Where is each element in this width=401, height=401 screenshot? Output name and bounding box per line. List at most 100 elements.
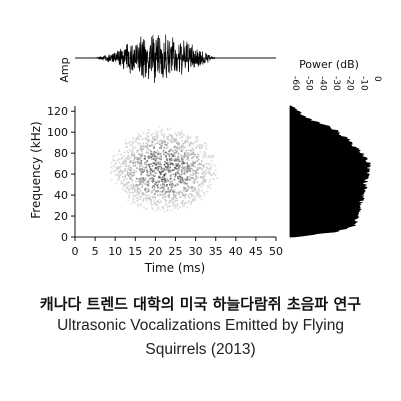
spectrogram-cell <box>193 155 196 158</box>
spectrogram-cell <box>187 201 190 204</box>
spectrogram-cell <box>141 168 143 170</box>
spectrogram-cell <box>116 167 119 169</box>
spectrogram-cell <box>169 166 171 169</box>
spectrogram-cell <box>177 172 179 174</box>
spectrogram-cell <box>163 147 166 149</box>
spectrogram-cell <box>191 186 194 188</box>
spectrogram-cell <box>161 178 164 181</box>
spectrogram-cell <box>139 166 141 168</box>
spectrogram-cell <box>153 145 155 148</box>
spectrogram-cell <box>135 161 137 163</box>
spectrogram-cell <box>155 182 157 185</box>
time-axis-ticks: 0 5 10 15 20 25 30 35 40 45 50 <box>72 237 283 258</box>
spectrogram-cell <box>111 170 114 172</box>
spectrogram-cell <box>186 168 188 170</box>
spectrogram-cell <box>185 182 188 185</box>
spectrogram-cell <box>124 159 127 161</box>
spectrogram-cell <box>183 186 185 189</box>
spectrogram-cell <box>115 162 118 164</box>
spectrogram-cell <box>140 177 142 179</box>
spectrogram-cell <box>130 202 132 205</box>
spectrogram-cell <box>149 190 151 192</box>
spectrogram-cell <box>170 198 173 201</box>
spectrogram-cell <box>168 205 170 207</box>
spectrogram-cell <box>140 180 143 182</box>
spectrogram-cell <box>167 165 169 167</box>
spectrogram-cell <box>201 172 203 174</box>
spectrogram-cell <box>154 143 156 145</box>
spectrogram-cell <box>201 184 204 186</box>
spectrogram-cell <box>172 202 174 204</box>
spectrogram-cell <box>190 186 192 188</box>
spectrogram-cell <box>166 144 168 146</box>
spectrogram-cell <box>174 207 177 209</box>
spectrogram-cell <box>192 161 195 164</box>
spectrogram-cell <box>119 174 122 176</box>
spectrogram-cell <box>145 142 148 144</box>
spectrogram-cell <box>187 195 190 198</box>
spectrogram-cell <box>198 196 201 198</box>
power-tick-label: -10 <box>358 76 368 91</box>
spectrogram-cell <box>195 147 197 149</box>
spectrogram-cell <box>191 168 193 171</box>
spectrogram-cell <box>127 165 130 167</box>
spectrogram-cell <box>162 136 165 139</box>
power-axis-label: Power (dB) <box>299 58 359 71</box>
spectrogram-cell <box>186 189 188 191</box>
spectrogram-cell <box>139 169 142 172</box>
spectrogram-cell <box>172 154 175 156</box>
spectrogram-cell <box>147 129 150 131</box>
spectrogram-cell <box>186 162 188 165</box>
spectrogram-cell <box>121 157 124 159</box>
spectrogram-cell <box>182 160 184 162</box>
spectrogram-cell <box>156 184 158 187</box>
spectrogram-cell <box>147 175 149 177</box>
spectrogram-cell <box>210 167 212 169</box>
spectrogram-cell <box>140 147 143 150</box>
spectrogram-cell <box>158 163 160 165</box>
spectrogram-cell <box>116 174 119 177</box>
spectrogram-cell <box>156 136 159 138</box>
spectrogram-cell <box>127 174 129 176</box>
spectrogram-cell <box>184 182 187 185</box>
power-axis-ticks: -60 -50 -40 -30 -20 -10 0 <box>290 76 382 91</box>
spectrogram-cell <box>180 146 183 149</box>
spectrogram-cell <box>153 136 156 138</box>
spectrogram-cell <box>192 164 195 166</box>
spectrogram-cell <box>136 158 139 161</box>
spectrogram-cell <box>170 188 173 191</box>
spectrogram-cell <box>184 194 187 196</box>
spectrogram-cell <box>166 195 169 197</box>
spectrogram-cell <box>165 184 168 186</box>
spectrogram-cell <box>157 184 159 186</box>
spectrogram-cell <box>130 166 132 169</box>
spectrogram-cell <box>137 203 140 206</box>
spectrogram-cell <box>128 149 131 151</box>
spectrogram-cell <box>128 175 130 177</box>
spectrogram-cell <box>124 173 127 176</box>
power-tick-label: -40 <box>317 76 327 91</box>
spectrogram-cell <box>178 167 180 169</box>
spectrogram-cell <box>169 184 171 186</box>
spectrogram-cell <box>170 153 173 156</box>
spectrogram-cell <box>125 162 127 165</box>
spectrogram-cell <box>183 171 186 174</box>
spectrogram-cell <box>191 187 193 190</box>
spectrogram-cell <box>123 183 126 186</box>
spectrogram-cell <box>143 155 146 158</box>
spectrogram-cell <box>153 153 155 156</box>
spectrogram-cell <box>118 174 121 177</box>
spectrogram-cell <box>142 181 145 184</box>
spectrogram-cell <box>139 157 142 159</box>
spectrogram-cell <box>205 169 207 172</box>
spectrogram-cell <box>140 145 142 147</box>
spectrogram-cell <box>181 139 183 142</box>
spectrogram-cell <box>196 136 199 138</box>
spectrogram-cell <box>148 165 151 168</box>
spectrogram-cell <box>176 165 178 167</box>
spectrogram-cell <box>161 191 164 193</box>
spectrogram-cell <box>166 167 168 170</box>
spectrogram-cell <box>139 159 141 161</box>
spectrogram-cell <box>149 196 152 198</box>
spectrogram-cell <box>135 170 138 173</box>
